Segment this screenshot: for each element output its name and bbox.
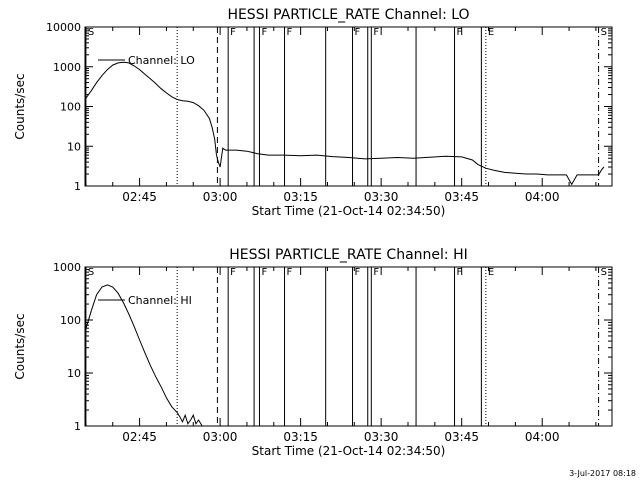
event-marker-label: F	[287, 27, 293, 38]
event-marker-label: F	[457, 27, 463, 38]
x-tick-label: 03:30	[364, 430, 399, 444]
x-tick-label: 03:45	[444, 190, 479, 204]
x-tick-label: 04:00	[525, 190, 560, 204]
x-tick-label: 03:30	[364, 190, 399, 204]
x-tick-label: 03:00	[203, 430, 238, 444]
x-tick-label: 03:15	[283, 430, 318, 444]
event-marker-label: F	[261, 27, 267, 38]
y-tick-label: 1000	[53, 261, 81, 274]
event-marker-label: E	[488, 267, 494, 278]
event-marker-label: S	[88, 267, 94, 278]
event-marker-label: F	[373, 27, 379, 38]
x-tick-label: 03:45	[444, 430, 479, 444]
event-marker-label: F	[287, 267, 293, 278]
panel-title: HESSI PARTICLE_RATE Channel: HI	[229, 247, 467, 263]
x-tick-label: 03:15	[283, 190, 318, 204]
y-axis-label: Counts/sec	[13, 313, 27, 379]
data-series-line	[85, 284, 203, 426]
y-tick-label: 1000	[53, 61, 81, 74]
x-tick-label: 03:00	[203, 190, 238, 204]
event-marker-label: E	[488, 27, 494, 38]
event-marker-label: F	[261, 267, 267, 278]
event-marker-label: F	[355, 267, 361, 278]
y-tick-label: 10000	[46, 21, 81, 34]
event-marker-label: F	[230, 27, 236, 38]
y-tick-label: 100	[60, 101, 81, 114]
event-marker-label: F	[457, 267, 463, 278]
x-axis-label: Start Time (21-Oct-14 02:34:50)	[252, 204, 446, 218]
y-tick-label: 10	[67, 367, 81, 380]
y-tick-label: 10	[67, 140, 81, 153]
x-tick-label: 04:00	[525, 430, 560, 444]
event-marker-label: S	[601, 27, 607, 38]
x-tick-label: 02:45	[122, 430, 157, 444]
legend-label: Channel: LO	[128, 54, 195, 67]
event-marker-label: S	[88, 27, 94, 38]
panel-title: HESSI PARTICLE_RATE Channel: LO	[227, 7, 469, 23]
x-axis-label: Start Time (21-Oct-14 02:34:50)	[252, 444, 446, 458]
y-tick-label: 1	[74, 420, 81, 433]
x-tick-label: 02:45	[122, 190, 157, 204]
legend-label: Channel: HI	[128, 294, 192, 307]
event-marker-label: F	[230, 267, 236, 278]
date-stamp: 3-Jul-2017 08:18	[569, 469, 636, 478]
event-marker-label: S	[601, 267, 607, 278]
event-marker-label: F	[355, 27, 361, 38]
y-tick-label: 1	[74, 180, 81, 193]
y-tick-label: 100	[60, 314, 81, 327]
data-series-line	[85, 61, 605, 186]
y-axis-label: Counts/sec	[13, 73, 27, 139]
plot-frame	[84, 266, 613, 427]
event-marker-label: F	[373, 267, 379, 278]
plot-frame	[84, 26, 613, 187]
